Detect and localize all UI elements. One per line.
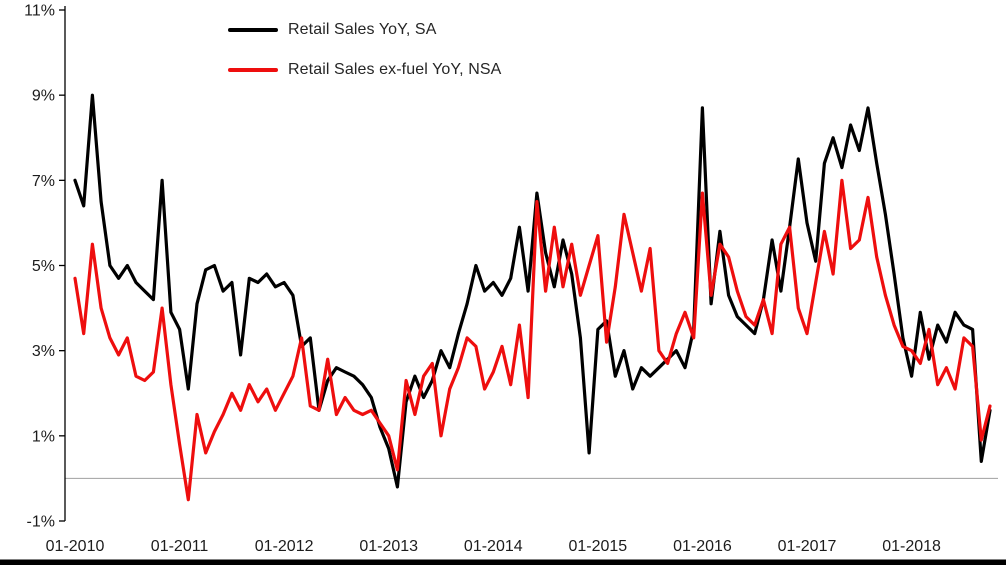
x-tick-label: 01-2017 [778,538,837,555]
y-tick-label: 11% [24,3,55,20]
x-tick-label: 01-2015 [568,538,627,555]
x-tick-label: 01-2013 [359,538,418,555]
y-tick-label: 1% [32,428,55,445]
y-tick-label: 7% [32,173,55,190]
x-tick-label: 01-2014 [464,538,523,555]
legend-swatch-red-line [228,67,278,73]
y-tick-label: 9% [32,88,55,105]
legend: Retail Sales YoY, SA Retail Sales ex-fue… [228,10,501,90]
series-line-retail-sales-ex-fuel-nsa [73,178,992,502]
y-tick-label: -1% [27,514,55,531]
legend-item-retail-sales-ex-fuel-nsa: Retail Sales ex-fuel YoY, NSA [228,50,501,90]
x-axis-bar [0,559,1006,565]
x-tick-label: 01-2012 [255,538,314,555]
legend-item-retail-sales-sa: Retail Sales YoY, SA [228,10,501,50]
legend-label-retail-sales-ex-fuel-nsa: Retail Sales ex-fuel YoY, NSA [288,61,502,78]
x-tick-label: 01-2010 [46,538,105,555]
x-tick-label: 01-2016 [673,538,732,555]
y-tick-label: 3% [32,343,55,360]
y-tick-label: 5% [32,258,55,275]
x-tick-label: 01-2011 [151,538,209,555]
legend-swatch-black-line [228,27,278,33]
series-line-retail-sales-sa [73,93,992,489]
x-tick-label: 01-2018 [882,538,941,555]
legend-label-retail-sales-sa: Retail Sales YoY, SA [288,21,437,38]
